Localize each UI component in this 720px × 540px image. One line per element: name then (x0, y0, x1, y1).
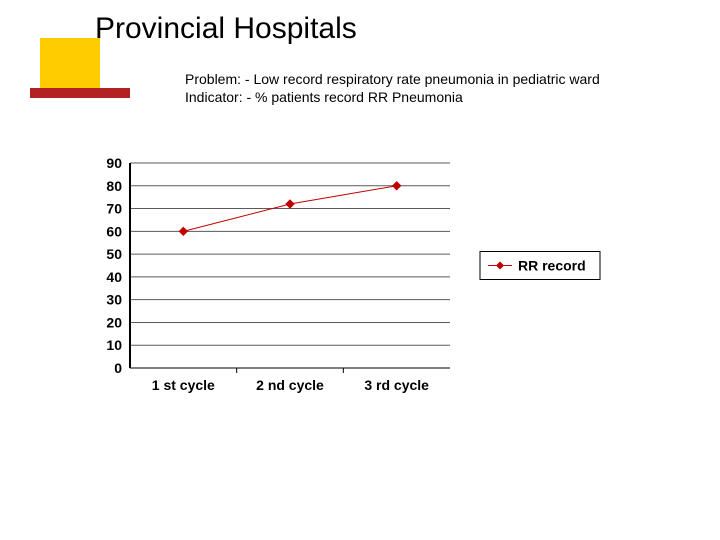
deco-red-bar (30, 88, 130, 98)
slide-subtitle: Problem: - Low record respiratory rate p… (185, 70, 605, 106)
slide-title: Provincial Hospitals (95, 12, 357, 46)
y-tick-label: 80 (106, 178, 122, 194)
y-tick-label: 0 (114, 360, 122, 376)
y-tick-label: 90 (106, 155, 122, 171)
rr-record-chart: 0 10 20 30 40 50 60 70 80 90 1 st cycle 2 nd cycle 3… (85, 155, 645, 415)
chart-svg: 0 10 20 30 40 50 60 70 80 90 1 st cycle 2 nd cycle 3… (85, 155, 645, 415)
x-tick-label: 3 rd cycle (364, 377, 429, 393)
y-tick-label: 30 (106, 292, 122, 308)
y-tick-label: 10 (106, 337, 122, 353)
y-tick-label: 70 (106, 201, 122, 217)
y-tick-label: 50 (106, 246, 122, 262)
x-tick-label: 1 st cycle (152, 377, 215, 393)
y-tick-label: 20 (106, 314, 122, 330)
y-tick-label: 40 (106, 269, 122, 285)
slide-root: Provincial Hospitals Problem: - Low reco… (0, 0, 720, 540)
y-tick-label: 60 (106, 223, 122, 239)
problem-line: Problem: - Low record respiratory rate p… (185, 71, 600, 87)
indicator-line: Indicator: - % patients record RR Pneumo… (185, 89, 463, 105)
x-tick-label: 2 nd cycle (256, 377, 324, 393)
legend-label: RR record (518, 258, 586, 274)
chart-bg (85, 155, 645, 415)
